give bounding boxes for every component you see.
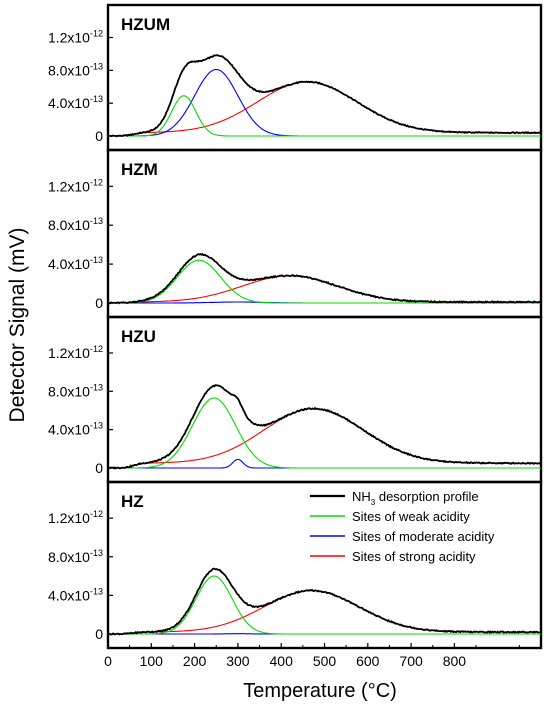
panel-label: HZ bbox=[121, 492, 144, 511]
legend-label-weak: Sites of weak acidity bbox=[352, 509, 470, 524]
y-tick-label: 4.0x10-13 bbox=[48, 586, 103, 603]
x-tick-label: 400 bbox=[270, 653, 294, 669]
x-tick-label: 500 bbox=[313, 653, 337, 669]
panel-hzum: HZUM 0 4.0x10-13 8.0x10-13 1.2x10-12 bbox=[48, 3, 543, 152]
legend-label-strong: Sites of strong acidity bbox=[352, 549, 476, 564]
panel-label: HZM bbox=[121, 160, 158, 179]
legend-item-strong: Sites of strong acidity bbox=[310, 549, 476, 564]
x-tick-label: 600 bbox=[356, 653, 380, 669]
y-tick-label: 4.0x10-13 bbox=[48, 94, 103, 111]
x-tick-label: 0 bbox=[104, 653, 112, 669]
x-tick-label: 200 bbox=[183, 653, 207, 669]
curve-weak bbox=[108, 95, 541, 137]
y-tick-label: 1.2x10-12 bbox=[48, 29, 103, 46]
legend-label-profile: NH3 desorption profile bbox=[352, 489, 479, 507]
y-tick-label: 8.0x10-13 bbox=[48, 61, 103, 78]
y-axis-title: Detector Signal (mV) bbox=[6, 228, 29, 423]
curve-desorption-profile bbox=[107, 384, 542, 470]
y-tick-label: 0 bbox=[95, 460, 103, 476]
legend-label-moderate: Sites of moderate acidity bbox=[352, 529, 495, 544]
x-axis-title: Temperature (°C) bbox=[243, 680, 397, 702]
y-tick-label: 0 bbox=[95, 295, 103, 311]
x-tick-label: 300 bbox=[226, 653, 250, 669]
curve-weak bbox=[108, 575, 541, 635]
y-tick-label: 1.2x10-12 bbox=[48, 177, 103, 194]
legend-item-profile: NH3 desorption profile bbox=[310, 489, 479, 507]
panels-group: HZUM 0 4.0x10-13 8.0x10-13 1.2x10-12 HZM 0 4.0x… bbox=[48, 3, 543, 650]
panel-label: HZUM bbox=[121, 15, 170, 34]
x-tick-label: 800 bbox=[443, 653, 467, 669]
panel-label: HZU bbox=[121, 327, 156, 346]
y-tick-label: 0 bbox=[95, 128, 103, 144]
x-axis-ticks: 0 100 200 300 400 500 600 700 800 bbox=[104, 643, 520, 669]
curve-desorption-profile bbox=[107, 567, 542, 636]
y-tick-label: 0 bbox=[95, 626, 103, 642]
curve-weak bbox=[108, 397, 541, 469]
legend-item-moderate: Sites of moderate acidity bbox=[310, 529, 495, 544]
x-tick-label: 100 bbox=[140, 653, 164, 669]
legend: NH3 desorption profile Sites of weak aci… bbox=[310, 489, 495, 564]
y-tick-label: 8.0x10-13 bbox=[48, 548, 103, 565]
curve-desorption-profile bbox=[108, 252, 542, 305]
curve-desorption-profile bbox=[107, 54, 542, 138]
legend-item-weak: Sites of weak acidity bbox=[310, 509, 470, 524]
y-tick-label: 8.0x10-13 bbox=[48, 382, 103, 399]
x-tick-label: 700 bbox=[399, 653, 423, 669]
y-tick-label: 4.0x10-13 bbox=[48, 421, 103, 438]
y-tick-label: 1.2x10-12 bbox=[48, 344, 103, 361]
y-tick-label: 4.0x10-13 bbox=[48, 255, 103, 272]
y-tick-label: 1.2x10-12 bbox=[48, 509, 103, 526]
y-tick-label: 8.0x10-13 bbox=[48, 216, 103, 233]
